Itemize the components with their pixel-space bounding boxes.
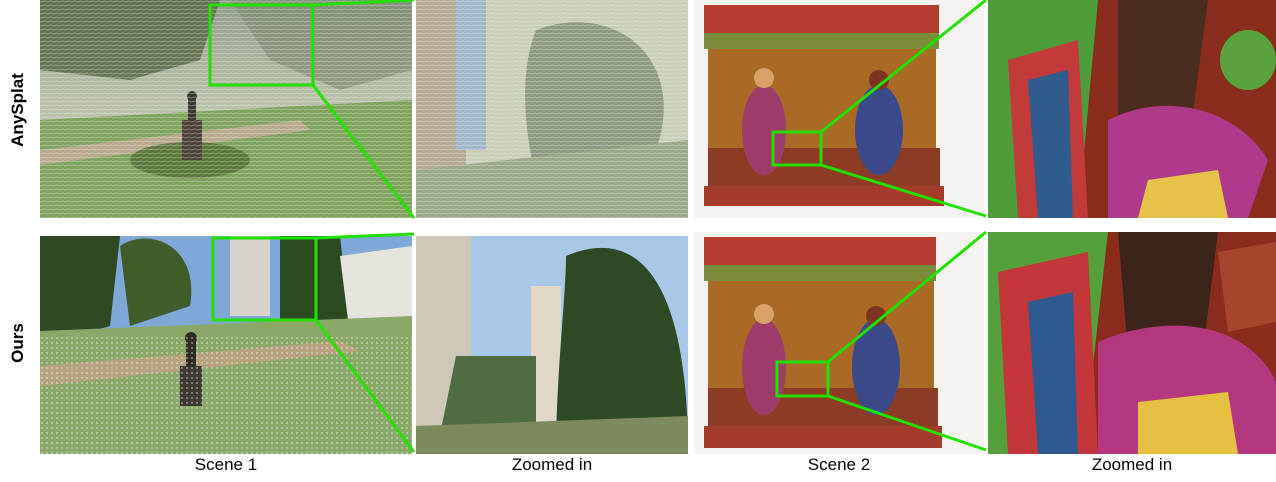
row-label-anysplat: AnySplat (0, 0, 36, 220)
ours-scene1-image (40, 236, 412, 454)
row-label-ours: Ours (0, 232, 36, 454)
anysplat-scene1-zoom-image (416, 0, 688, 218)
ours-scene1-zoom-image (416, 236, 688, 454)
col-label-zoomed-in-2: Zoomed in (1091, 455, 1173, 474)
anysplat-scene2-image (694, 0, 984, 218)
col-label-scene2: Scene 2 (807, 455, 871, 474)
ours-scene2-zoom-image (988, 232, 1276, 454)
ours-scene2-image (694, 232, 984, 454)
row-label-ours-text: Ours (8, 323, 27, 363)
row-label-anysplat-text: AnySplat (8, 73, 27, 147)
anysplat-scene2-zoom-image (988, 0, 1276, 218)
col-label-scene1: Scene 1 (194, 455, 258, 474)
col-label-zoomed-in-1: Zoomed in (511, 455, 593, 474)
anysplat-scene1-image (40, 0, 412, 218)
